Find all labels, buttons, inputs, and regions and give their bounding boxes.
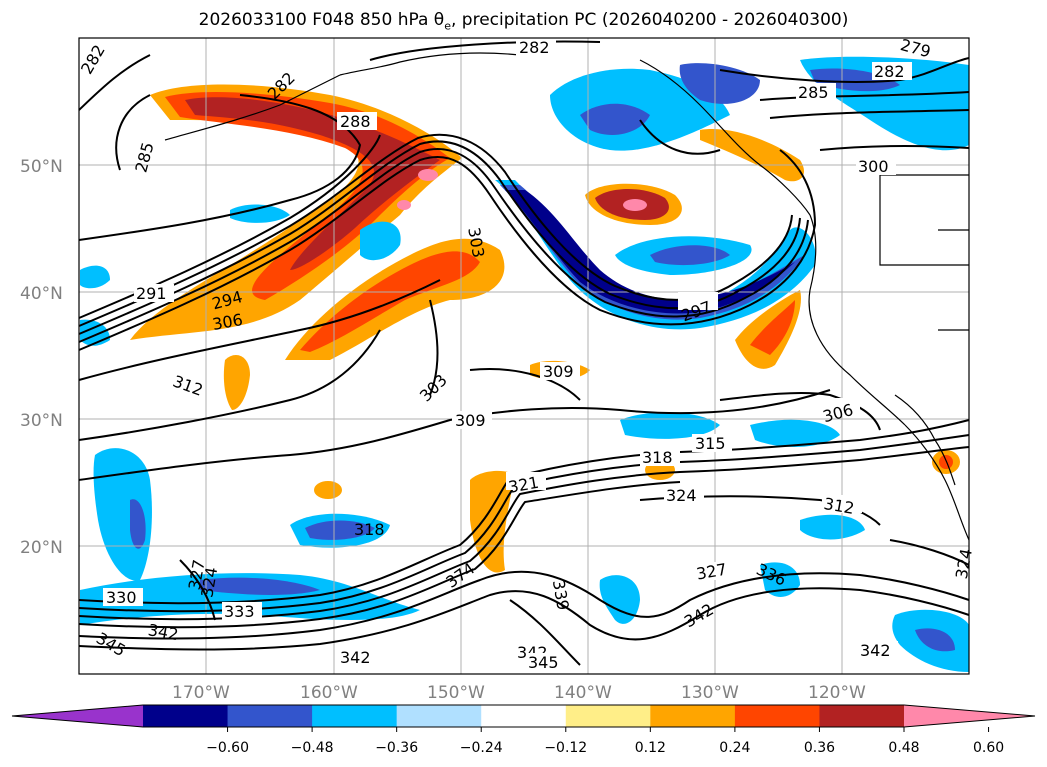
- colorbar-tick-label: −0.60: [206, 740, 249, 756]
- theta-e-contours: [78, 40, 970, 666]
- red-patch: [939, 455, 953, 469]
- blue-patch: [80, 265, 110, 289]
- south-blue-band-mid: [200, 577, 320, 595]
- lat-label: 40°N: [20, 284, 63, 304]
- contour-label: 309: [543, 362, 574, 381]
- colorbar-tick-label: −0.36: [375, 740, 418, 756]
- darkred-band: [185, 97, 440, 270]
- colorbar-tick-label: 0.24: [719, 740, 750, 756]
- blue-patch: [230, 204, 290, 223]
- lon-label: 120°W: [808, 683, 866, 703]
- contour-label: 309: [455, 411, 486, 430]
- blue-patch-mid: [305, 520, 375, 540]
- gridlines: [79, 38, 969, 674]
- bottom-right-blue-mid: [915, 628, 955, 652]
- map-title: 2026033100 F048 850 hPa θe, precipitatio…: [198, 10, 849, 33]
- contour-label: 282: [519, 38, 550, 57]
- colorbar-bin: [227, 705, 313, 727]
- colorbar-ticks: −0.60 −0.48 −0.36 −0.24 −0.12 0.12 0.24 0.36 0.4…: [206, 727, 1004, 756]
- blue-patch: [360, 221, 401, 261]
- blue-patch: [599, 575, 640, 624]
- colorbar-tick-label: −0.12: [544, 740, 587, 756]
- lon-label: 170°W: [172, 683, 230, 703]
- contour-label: 342: [860, 641, 891, 660]
- colorbar-bin: [396, 705, 482, 727]
- contour-label: 291: [136, 284, 167, 303]
- colorbar-bin: [143, 705, 229, 727]
- colorbar-outline: [11, 704, 1036, 728]
- blue-patch: [800, 514, 865, 540]
- contour-label: 288: [340, 112, 371, 131]
- colorbar-bin: [565, 705, 651, 727]
- lat-label: 50°N: [20, 157, 63, 177]
- longitude-labels: 170°W 160°W 150°W 140°W 130°W 120°W: [172, 683, 866, 703]
- contour-label: 282: [874, 62, 905, 81]
- pink-core: [418, 169, 438, 181]
- blue-arc-dark: [505, 190, 795, 314]
- contour-label: 342: [340, 648, 371, 667]
- coast-orange-north: [700, 129, 805, 182]
- colorbar-tick-label: −0.24: [460, 740, 503, 756]
- colorbar-bin: [650, 705, 736, 727]
- mid-blue-core: [650, 245, 730, 266]
- contour-label: 324: [666, 486, 697, 505]
- colorbar-tick-label: −0.48: [291, 740, 334, 756]
- lat-label: 20°N: [20, 538, 63, 558]
- colorbar-tick-label: 0.48: [888, 740, 919, 756]
- central-blob-pink: [623, 199, 647, 211]
- plot-area: [79, 38, 969, 674]
- contour-label: 330: [106, 588, 137, 607]
- contour-label: 318: [642, 448, 673, 467]
- coast-red: [750, 300, 795, 355]
- colorbar-tick-label: 0.60: [973, 740, 1004, 756]
- colorbar-bin: [734, 705, 820, 727]
- contour-label: 285: [798, 83, 829, 102]
- lon-label: 150°W: [427, 683, 485, 703]
- contour-label: 333: [224, 602, 255, 621]
- contour-label: 315: [695, 434, 726, 453]
- latitude-labels: 50°N 40°N 30°N 20°N: [20, 157, 63, 558]
- pink-core: [397, 200, 411, 210]
- colorbar: −0.60 −0.48 −0.36 −0.24 −0.12 0.12 0.24 0.36 0.4…: [11, 704, 1036, 756]
- colorbar-over-triangle: [904, 705, 1035, 727]
- north-blue-mid: [580, 103, 650, 135]
- shading-layer: [80, 56, 969, 672]
- orange-patch: [314, 481, 342, 499]
- lon-label: 130°W: [681, 683, 739, 703]
- contour-label: 345: [528, 653, 559, 672]
- colorbar-under-triangle: [12, 705, 143, 727]
- colorbar-tick-label: 0.12: [635, 740, 666, 756]
- colorbar-bins: [143, 705, 905, 727]
- colorbar-bin: [481, 705, 567, 727]
- colorbar-bin: [312, 705, 398, 727]
- contour-label: 300: [858, 157, 889, 176]
- orange-patch: [223, 355, 250, 410]
- lat-label: 30°N: [20, 411, 63, 431]
- contour-label: 324: [952, 547, 976, 580]
- colorbar-bin: [819, 705, 905, 727]
- blue-patch: [750, 419, 840, 447]
- lon-label: 140°W: [554, 683, 612, 703]
- lon-label: 160°W: [300, 683, 358, 703]
- lower-left-blue-mid: [130, 499, 146, 549]
- plot-frame: [78, 37, 970, 675]
- colorbar-tick-label: 0.36: [804, 740, 835, 756]
- contour-label: 318: [354, 520, 385, 539]
